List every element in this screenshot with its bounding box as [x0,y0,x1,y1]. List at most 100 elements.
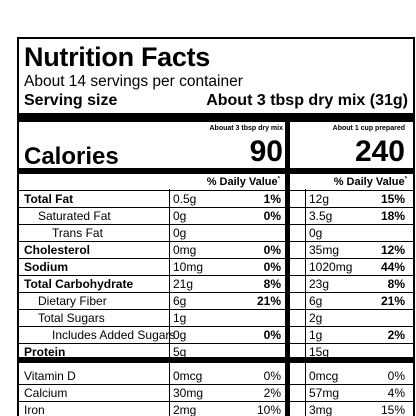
nutrient-label: Total Sugars [38,311,105,325]
nutrient-label: Dietary Fiber [38,294,107,308]
amount-col1: 1g [173,311,187,325]
amount-col2: 0g [309,226,323,240]
amount-col1: 0g [173,328,187,342]
nutrient-label: Trans Fat [52,226,103,240]
servings-per-container: About 14 servings per container [24,73,243,90]
label-title: Nutrition Facts [24,42,211,72]
dv-asterisk: * [404,176,407,183]
percent-col2: 21% [380,294,405,308]
nutrient-row: Calcium 30mg 2% 57mg 4% [19,385,413,402]
nutrient-label: Cholesterol [24,243,91,257]
calories-label: Calories [24,143,119,170]
row-divider [19,401,413,402]
amount-col2: 15g [309,345,330,359]
nutrient-label: Saturated Fat [38,209,111,223]
percent-col2: 0% [387,369,405,383]
percent-col2: 15% [380,192,405,206]
daily-value-header-col1: % Daily Value* [207,176,280,188]
amount-col2: 12g [309,192,330,206]
amount-col1: 0.5g [173,192,197,206]
percent-col1: 10% [256,403,281,416]
percent-col1: 8% [263,277,281,291]
amount-col2: 1g [309,328,323,342]
amount-col1: 10mg [173,260,204,274]
nutrient-label: Total Fat [24,192,74,206]
amount-col2: 0mcg [309,369,339,383]
nutrient-row: Vitamin D 0mcg 0% 0mcg 0% [19,368,413,385]
column1-header: Abouat 3 tbsp dry mix [209,125,283,132]
row-divider [19,241,413,242]
column-divider-col2 [305,189,306,416]
percent-col1: 0% [263,328,281,342]
serving-size-value: About 3 tbsp dry mix (31g) [206,92,408,109]
calories-col1: 90 [249,135,283,168]
amount-col1: 30mg [173,386,204,400]
nutrient-label: Total Carbohydrate [24,277,134,291]
thick-divider-calories [19,168,413,174]
column-divider-col1 [169,189,170,416]
row-divider [19,384,413,385]
nutrient-label: Sodium [24,260,68,274]
amount-col2: 2g [309,311,323,325]
amount-col1: 0mg [173,243,197,257]
nutrient-label: Iron [24,403,45,416]
percent-col1: 0% [263,243,281,257]
percent-col2: 15% [380,403,405,416]
amount-col1: 0mcg [173,369,203,383]
percent-col2: 2% [387,328,405,342]
nutrient-row: Total Carbohydrate 21g 8% 23g 8% [19,276,413,293]
amount-col2: 1020mg [309,260,353,274]
nutrient-row: Total Fat 0.5g 1% 12g 15% [19,191,413,208]
divider-dv-header [19,190,413,191]
amount-col2: 6g [309,294,323,308]
percent-col1: 1% [263,192,281,206]
amount-col1: 21g [173,277,194,291]
amount-col1: 0g [173,209,187,223]
percent-col2: 4% [387,386,405,400]
percent-col2: 44% [380,260,405,274]
percent-col2: 18% [380,209,405,223]
row-divider [19,275,413,276]
amount-col2: 3mg [309,403,333,416]
amount-col2: 23g [309,277,330,291]
percent-col2: 12% [380,243,405,257]
nutrient-row: Saturated Fat 0g 0% 3.5g 18% [19,208,413,225]
percent-col2: 8% [387,277,405,291]
row-divider [19,207,413,208]
thick-divider-top [19,113,413,122]
serving-size-label: Serving size [24,92,118,109]
row-divider [19,343,413,344]
amount-col2: 3.5g [309,209,333,223]
dv-asterisk: * [277,176,280,183]
amount-col1: 2mg [173,403,197,416]
percent-col1: 0% [263,209,281,223]
nutrient-row: Protein 5g 15g [19,344,413,361]
row-divider [19,224,413,225]
dv-header-text: % Daily Value [206,176,278,188]
dv-header-text: % Daily Value [333,176,405,188]
row-divider [19,326,413,327]
nutrient-row: Trans Fat 0g 0g [19,225,413,242]
nutrient-row: Includes Added Sugars 0g 0% 1g 2% [19,327,413,344]
amount-col2: 35mg [309,243,340,257]
row-divider [19,309,413,310]
nutrient-row: Total Sugars 1g 2g [19,310,413,327]
amount-col2: 57mg [309,386,340,400]
amount-col1: 0g [173,226,187,240]
row-divider [19,292,413,293]
nutrition-facts-label: Nutrition Facts About 14 servings per co… [17,37,415,416]
thick-divider-vitamins [19,357,413,363]
row-divider [19,258,413,259]
nutrient-label: Protein [24,345,66,359]
nutrient-label: Calcium [24,386,68,400]
percent-col1: 0% [263,260,281,274]
amount-col1: 6g [173,294,187,308]
percent-col1: 0% [263,369,281,383]
column-divider [285,113,290,416]
nutrient-row: Dietary Fiber 6g 21% 6g 21% [19,293,413,310]
nutrient-row: Sodium 10mg 0% 1020mg 44% [19,259,413,276]
percent-col1: 2% [263,386,281,400]
amount-col1: 5g [173,345,187,359]
daily-value-header-col2: % Daily Value* [334,176,407,188]
column2-header: About 1 cup prepared [332,125,405,132]
